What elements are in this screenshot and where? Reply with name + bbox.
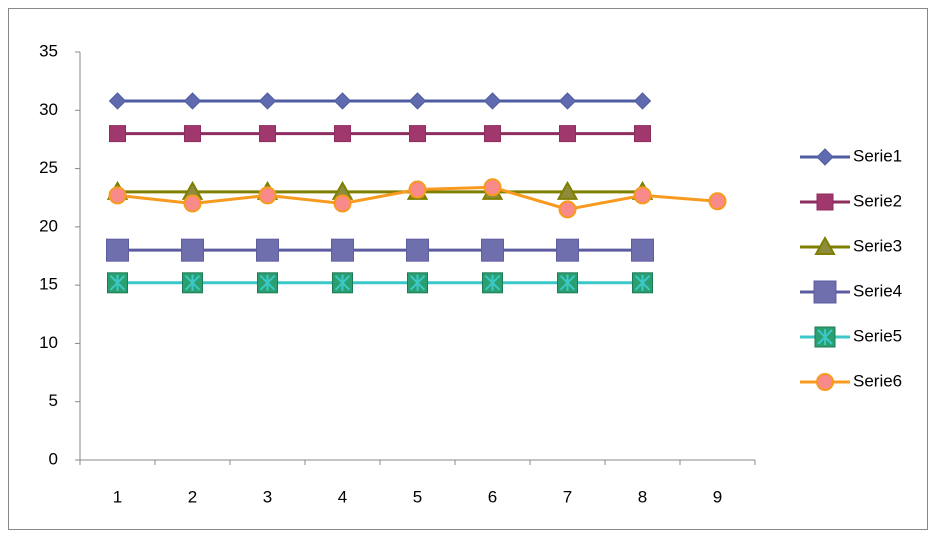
y-tick-label: 25 (39, 158, 58, 177)
marker (108, 92, 127, 110)
y-tick-label: 10 (39, 333, 58, 352)
marker (559, 125, 576, 143)
marker (257, 272, 278, 294)
marker (482, 272, 503, 294)
marker (109, 125, 126, 143)
marker (184, 125, 201, 143)
legend-label: Serie4 (853, 281, 902, 300)
marker (483, 178, 502, 197)
marker (558, 200, 577, 219)
marker (813, 280, 837, 304)
marker (814, 235, 836, 255)
marker (333, 194, 352, 213)
marker (708, 192, 727, 211)
marker (258, 186, 277, 205)
marker (407, 272, 428, 294)
marker (556, 180, 579, 200)
marker-star (484, 274, 501, 291)
marker (333, 92, 352, 110)
y-tick-label: 20 (39, 216, 58, 235)
marker (409, 125, 426, 143)
marker-star (259, 274, 276, 291)
y-tick-label: 35 (39, 41, 58, 60)
marker (108, 186, 127, 205)
legend-label: Serie5 (853, 326, 902, 345)
marker (259, 125, 276, 143)
marker-star (634, 274, 651, 291)
x-tick-label: 1 (113, 487, 122, 506)
marker (332, 272, 353, 294)
y-tick-label: 5 (49, 391, 58, 410)
marker (256, 238, 279, 262)
legend-label: Serie6 (853, 371, 902, 390)
x-tick-label: 9 (713, 487, 722, 506)
marker (631, 238, 654, 262)
marker (258, 92, 277, 110)
x-tick-label: 7 (563, 487, 572, 506)
chart-border (8, 8, 928, 530)
marker (408, 92, 427, 110)
marker (557, 272, 578, 294)
x-tick-label: 2 (188, 487, 197, 506)
marker (634, 125, 651, 143)
x-tick-label: 3 (263, 487, 272, 506)
marker (181, 238, 204, 262)
y-tick-label: 0 (49, 449, 58, 468)
x-tick-label: 4 (338, 487, 347, 506)
marker-star (184, 274, 201, 291)
marker (814, 326, 836, 348)
y-tick-label: 15 (39, 275, 58, 294)
marker-star (409, 274, 426, 291)
marker (408, 180, 427, 199)
marker (183, 194, 202, 213)
legend-label: Serie1 (853, 146, 902, 165)
marker (816, 373, 834, 391)
marker (816, 193, 834, 211)
marker (632, 272, 653, 294)
marker (633, 186, 652, 205)
marker (107, 272, 128, 294)
marker (484, 125, 501, 143)
marker (182, 272, 203, 294)
marker (331, 238, 354, 262)
marker (633, 92, 652, 110)
marker (334, 125, 351, 143)
marker (106, 238, 129, 262)
marker-star (817, 329, 833, 345)
x-tick-label: 5 (413, 487, 422, 506)
marker (183, 92, 202, 110)
marker-star (334, 274, 351, 291)
legend-label: Serie3 (853, 236, 902, 255)
marker (483, 92, 502, 110)
x-tick-label: 6 (488, 487, 497, 506)
x-tick-label: 8 (638, 487, 647, 506)
marker (481, 238, 504, 262)
legend-label: Serie2 (853, 191, 902, 210)
marker-star (559, 274, 576, 291)
marker (816, 148, 834, 166)
marker (558, 92, 577, 110)
y-tick-label: 30 (39, 100, 58, 119)
marker (556, 238, 579, 262)
marker (406, 238, 429, 262)
marker-star (109, 274, 126, 291)
